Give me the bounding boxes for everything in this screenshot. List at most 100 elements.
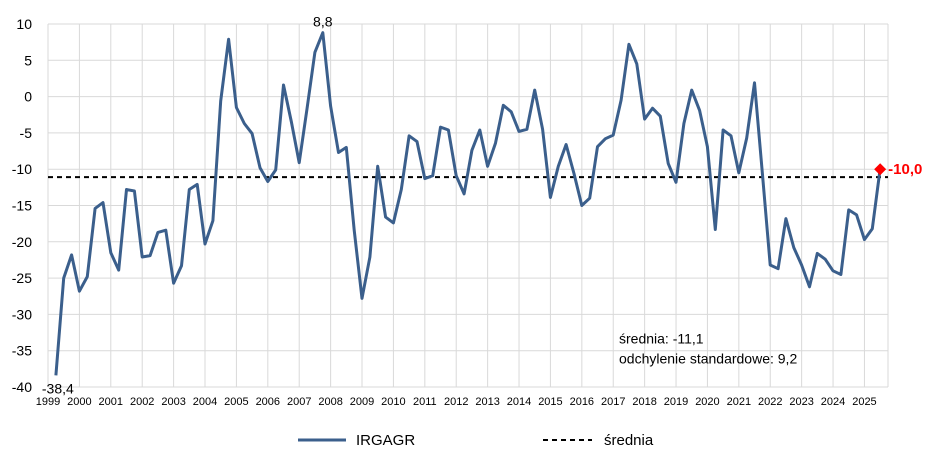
- data-point: [580, 204, 583, 207]
- data-point: [211, 219, 214, 222]
- y-tick-label: -35: [12, 343, 32, 359]
- data-point: [549, 196, 552, 199]
- data-point: [839, 273, 842, 276]
- data-point: [541, 128, 544, 131]
- data-point: [133, 189, 136, 192]
- y-tick-label: 10: [16, 16, 32, 32]
- max-value-label: 8,8: [313, 14, 333, 30]
- data-point: [478, 128, 481, 131]
- x-tick-label: 2024: [821, 396, 845, 408]
- x-tick-label: 2002: [130, 396, 154, 408]
- data-point: [800, 264, 803, 267]
- data-point: [486, 165, 489, 168]
- data-point: [518, 130, 521, 133]
- data-point: [117, 269, 120, 272]
- data-point: [659, 115, 662, 118]
- data-point: [368, 256, 371, 259]
- x-tick-label: 2016: [570, 396, 594, 408]
- data-point: [306, 107, 309, 110]
- data-point: [761, 172, 764, 175]
- data-point: [565, 143, 568, 146]
- data-point: [792, 246, 795, 249]
- x-tick-label: 2018: [632, 396, 656, 408]
- data-point: [737, 171, 740, 174]
- y-tick-label: -25: [12, 270, 32, 286]
- data-point: [604, 137, 607, 140]
- data-point: [109, 251, 112, 254]
- x-tick-label: 2004: [193, 396, 217, 408]
- data-point: [682, 122, 685, 125]
- data-point: [510, 110, 513, 113]
- x-tick-label: 2012: [444, 396, 468, 408]
- data-point: [266, 180, 269, 183]
- x-tick-label: 2017: [601, 396, 625, 408]
- data-point: [400, 188, 403, 191]
- data-point: [141, 256, 144, 259]
- data-point: [667, 162, 670, 165]
- x-tick-label: 2003: [161, 396, 185, 408]
- data-point: [847, 208, 850, 211]
- y-axis-ticks: 10 5 0 -5 -10 -15 -20 -25 -30 -35 -40: [12, 16, 32, 395]
- data-point: [219, 99, 222, 102]
- data-point: [313, 51, 316, 54]
- data-point: [470, 149, 473, 152]
- data-point: [463, 192, 466, 195]
- data-point: [345, 146, 348, 149]
- y-tick-label: -30: [12, 306, 32, 322]
- y-tick-label: -5: [20, 125, 33, 141]
- data-point: [620, 99, 623, 102]
- data-point: [62, 277, 65, 280]
- data-point: [533, 89, 536, 92]
- data-point: [204, 242, 207, 245]
- data-point: [784, 217, 787, 220]
- y-tick-label: 0: [24, 89, 32, 105]
- data-point: [714, 228, 717, 231]
- y-tick-label: 5: [24, 52, 32, 68]
- x-tick-label: 2006: [256, 396, 280, 408]
- data-point: [777, 267, 780, 270]
- x-tick-label: 2007: [287, 396, 311, 408]
- data-point: [572, 172, 575, 175]
- data-point: [612, 134, 615, 137]
- x-tick-label: 2020: [695, 396, 719, 408]
- y-tick-label: -10: [12, 161, 32, 177]
- data-point: [855, 213, 858, 216]
- data-point: [353, 229, 356, 232]
- last-value-label: -10,0: [888, 161, 922, 178]
- data-point: [149, 254, 152, 257]
- x-tick-label: 2009: [350, 396, 374, 408]
- data-point: [164, 229, 167, 232]
- data-point: [722, 128, 725, 131]
- data-point: [227, 38, 230, 41]
- legend-label-irgagr: IRGAGR: [356, 432, 415, 449]
- data-point: [832, 269, 835, 272]
- x-tick-label: 2000: [67, 396, 91, 408]
- data-point: [329, 105, 332, 108]
- data-point: [125, 188, 128, 191]
- data-points: [54, 31, 881, 377]
- data-point: [321, 31, 324, 34]
- data-point: [675, 181, 678, 184]
- data-point: [258, 166, 261, 169]
- data-point: [729, 134, 732, 137]
- data-point: [627, 43, 630, 46]
- data-point: [384, 216, 387, 219]
- data-point: [557, 165, 560, 168]
- x-axis-ticks: 1999 2000 2001 2002 2003 2004 2005 2006 2007 2008…: [36, 396, 877, 408]
- x-tick-label: 2010: [381, 396, 405, 408]
- data-point: [376, 165, 379, 168]
- data-point: [596, 145, 599, 148]
- x-tick-label: 2014: [507, 396, 531, 408]
- data-point: [156, 231, 159, 234]
- x-tick-label: 1999: [36, 396, 60, 408]
- data-point: [455, 174, 458, 177]
- x-tick-label: 2021: [727, 396, 751, 408]
- min-value-label: -38,4: [42, 380, 74, 396]
- data-point: [298, 161, 301, 164]
- data-point: [337, 151, 340, 154]
- x-tick-label: 2019: [664, 396, 688, 408]
- data-point: [251, 132, 254, 135]
- data-point: [502, 104, 505, 107]
